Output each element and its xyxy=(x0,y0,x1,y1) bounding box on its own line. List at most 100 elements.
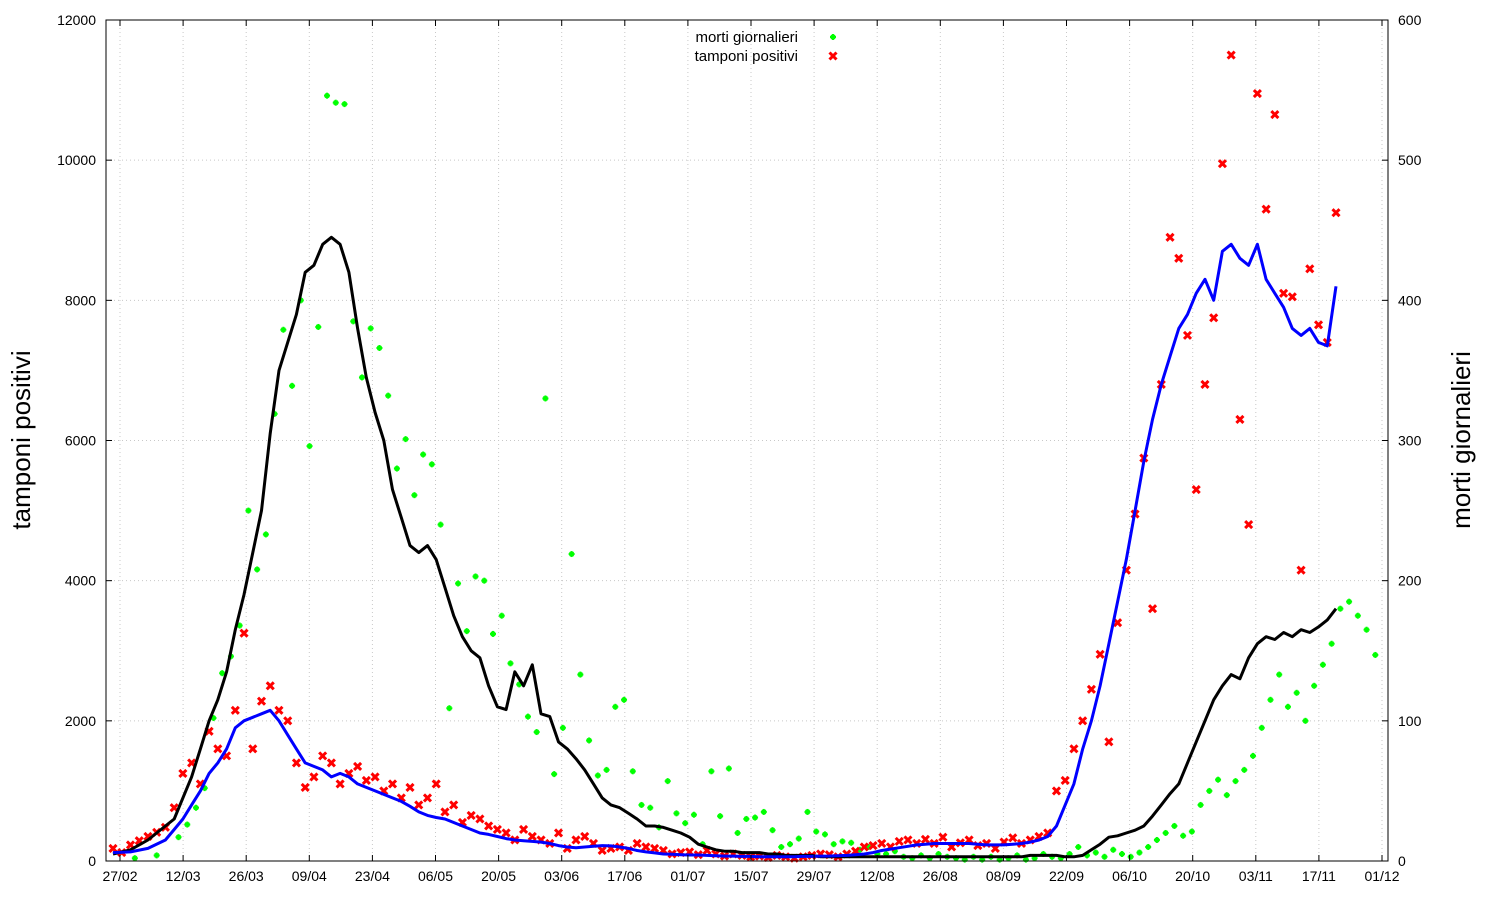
morti-point xyxy=(455,580,462,587)
y-right-tick-label: 500 xyxy=(1398,152,1422,168)
morti-point xyxy=(664,778,671,785)
morti-point xyxy=(1197,801,1204,808)
morti-point xyxy=(1171,822,1178,829)
y-left-tick-label: 6000 xyxy=(65,433,96,449)
tamponi-point xyxy=(353,761,363,771)
morti-point xyxy=(367,325,374,332)
morti-point xyxy=(1302,717,1309,724)
morti-point xyxy=(332,99,339,106)
tamponi-point xyxy=(291,758,302,768)
tamponi-point xyxy=(1174,253,1184,263)
tamponi-point xyxy=(283,716,293,726)
tamponi-point xyxy=(1191,484,1201,495)
tamponi-point xyxy=(632,838,642,849)
tamponi-point xyxy=(274,705,284,715)
tamponi-point xyxy=(553,828,564,838)
x-tick-label: 20/10 xyxy=(1175,868,1210,884)
y-right-tick-label: 100 xyxy=(1398,713,1422,729)
morti-point xyxy=(324,92,331,99)
tamponi-point xyxy=(1182,330,1193,340)
tamponi-point xyxy=(527,831,537,842)
morti-point xyxy=(752,814,759,821)
morti-point xyxy=(280,326,287,333)
morti-point xyxy=(848,839,855,846)
tamponi-point xyxy=(431,779,441,789)
morti-point xyxy=(1276,671,1283,678)
tamponi-point xyxy=(361,775,371,785)
tamponi-point xyxy=(475,814,485,824)
morti-point xyxy=(839,838,846,845)
tamponi-point xyxy=(449,800,459,810)
tamponi-point xyxy=(248,744,258,754)
x-tick-label: 03/11 xyxy=(1239,868,1273,884)
morti-point xyxy=(1258,724,1265,731)
tamponi-point xyxy=(868,841,878,851)
tamponi-point xyxy=(1296,565,1306,575)
tamponi-point xyxy=(387,779,398,789)
y-right-tick-label: 0 xyxy=(1398,853,1406,869)
morti-point xyxy=(795,835,802,842)
morti-point xyxy=(306,443,313,450)
morti-point xyxy=(778,843,785,850)
tamponi-point xyxy=(1200,379,1210,389)
morti-point xyxy=(1206,787,1213,794)
tamponi-point xyxy=(894,836,904,846)
morti-point xyxy=(1293,689,1300,696)
tamponi-point xyxy=(440,807,450,817)
morti-point xyxy=(1363,626,1370,633)
tamponi-point xyxy=(1235,414,1245,425)
y-right-tick-label: 600 xyxy=(1398,12,1422,28)
x-tick-label: 06/10 xyxy=(1112,868,1147,884)
morti-point xyxy=(393,465,400,472)
tamponi-point xyxy=(580,831,590,842)
morti-point xyxy=(524,713,531,720)
tamponi-point xyxy=(422,793,433,803)
tamponi-point xyxy=(1305,264,1315,274)
morti-trend-line xyxy=(112,235,1338,859)
y-left-tick-label: 12000 xyxy=(57,12,96,28)
morti-point xyxy=(472,573,479,580)
tamponi-point xyxy=(859,842,869,852)
morti-point xyxy=(498,612,505,619)
morti-point xyxy=(577,671,584,678)
morti-point xyxy=(725,765,732,772)
morti-point xyxy=(463,628,470,635)
morti-point xyxy=(769,827,776,834)
morti-point xyxy=(262,531,269,538)
morti-point xyxy=(603,766,610,773)
morti-point xyxy=(254,566,261,573)
tamponi-point xyxy=(1060,775,1070,785)
x-tick-label: 12/08 xyxy=(860,868,895,884)
x-tick-label: 01/12 xyxy=(1364,868,1399,884)
tamponi-point xyxy=(1209,313,1219,323)
plot-area xyxy=(108,50,1379,863)
grid xyxy=(106,19,1388,862)
morti-point xyxy=(1136,849,1143,856)
tamponi-point xyxy=(1104,737,1114,747)
morti-point xyxy=(559,724,566,731)
morti-point xyxy=(1101,853,1108,860)
x-tick-label: 22/09 xyxy=(1049,868,1084,884)
tamponi-point xyxy=(1113,618,1123,628)
morti-point xyxy=(830,841,837,848)
morti-point xyxy=(804,808,811,815)
x-tick-label: 23/04 xyxy=(355,868,390,884)
y-right-tick-label: 400 xyxy=(1398,292,1422,308)
tamponi-point xyxy=(1095,649,1105,659)
legend-marker-morti xyxy=(830,34,836,40)
morti-point xyxy=(1250,752,1257,759)
morti-point xyxy=(708,768,715,775)
axes: 27/02 12/03 26/03 09/04 23/04 06/05 20/05 03/06… xyxy=(57,12,1422,884)
y-right-tick-label: 200 xyxy=(1398,573,1422,589)
tamponi-point xyxy=(1069,744,1079,754)
morti-point xyxy=(289,382,296,389)
morti-point xyxy=(1215,776,1222,783)
morti-point xyxy=(821,831,828,838)
tamponi-point xyxy=(405,782,415,792)
tamponi-point xyxy=(1165,232,1175,242)
morti-point xyxy=(1372,651,1379,658)
x-tick-label: 17/11 xyxy=(1302,868,1336,884)
morti-point xyxy=(690,811,697,818)
x-tick-label: 09/04 xyxy=(292,868,327,884)
tamponi-point xyxy=(641,842,651,852)
